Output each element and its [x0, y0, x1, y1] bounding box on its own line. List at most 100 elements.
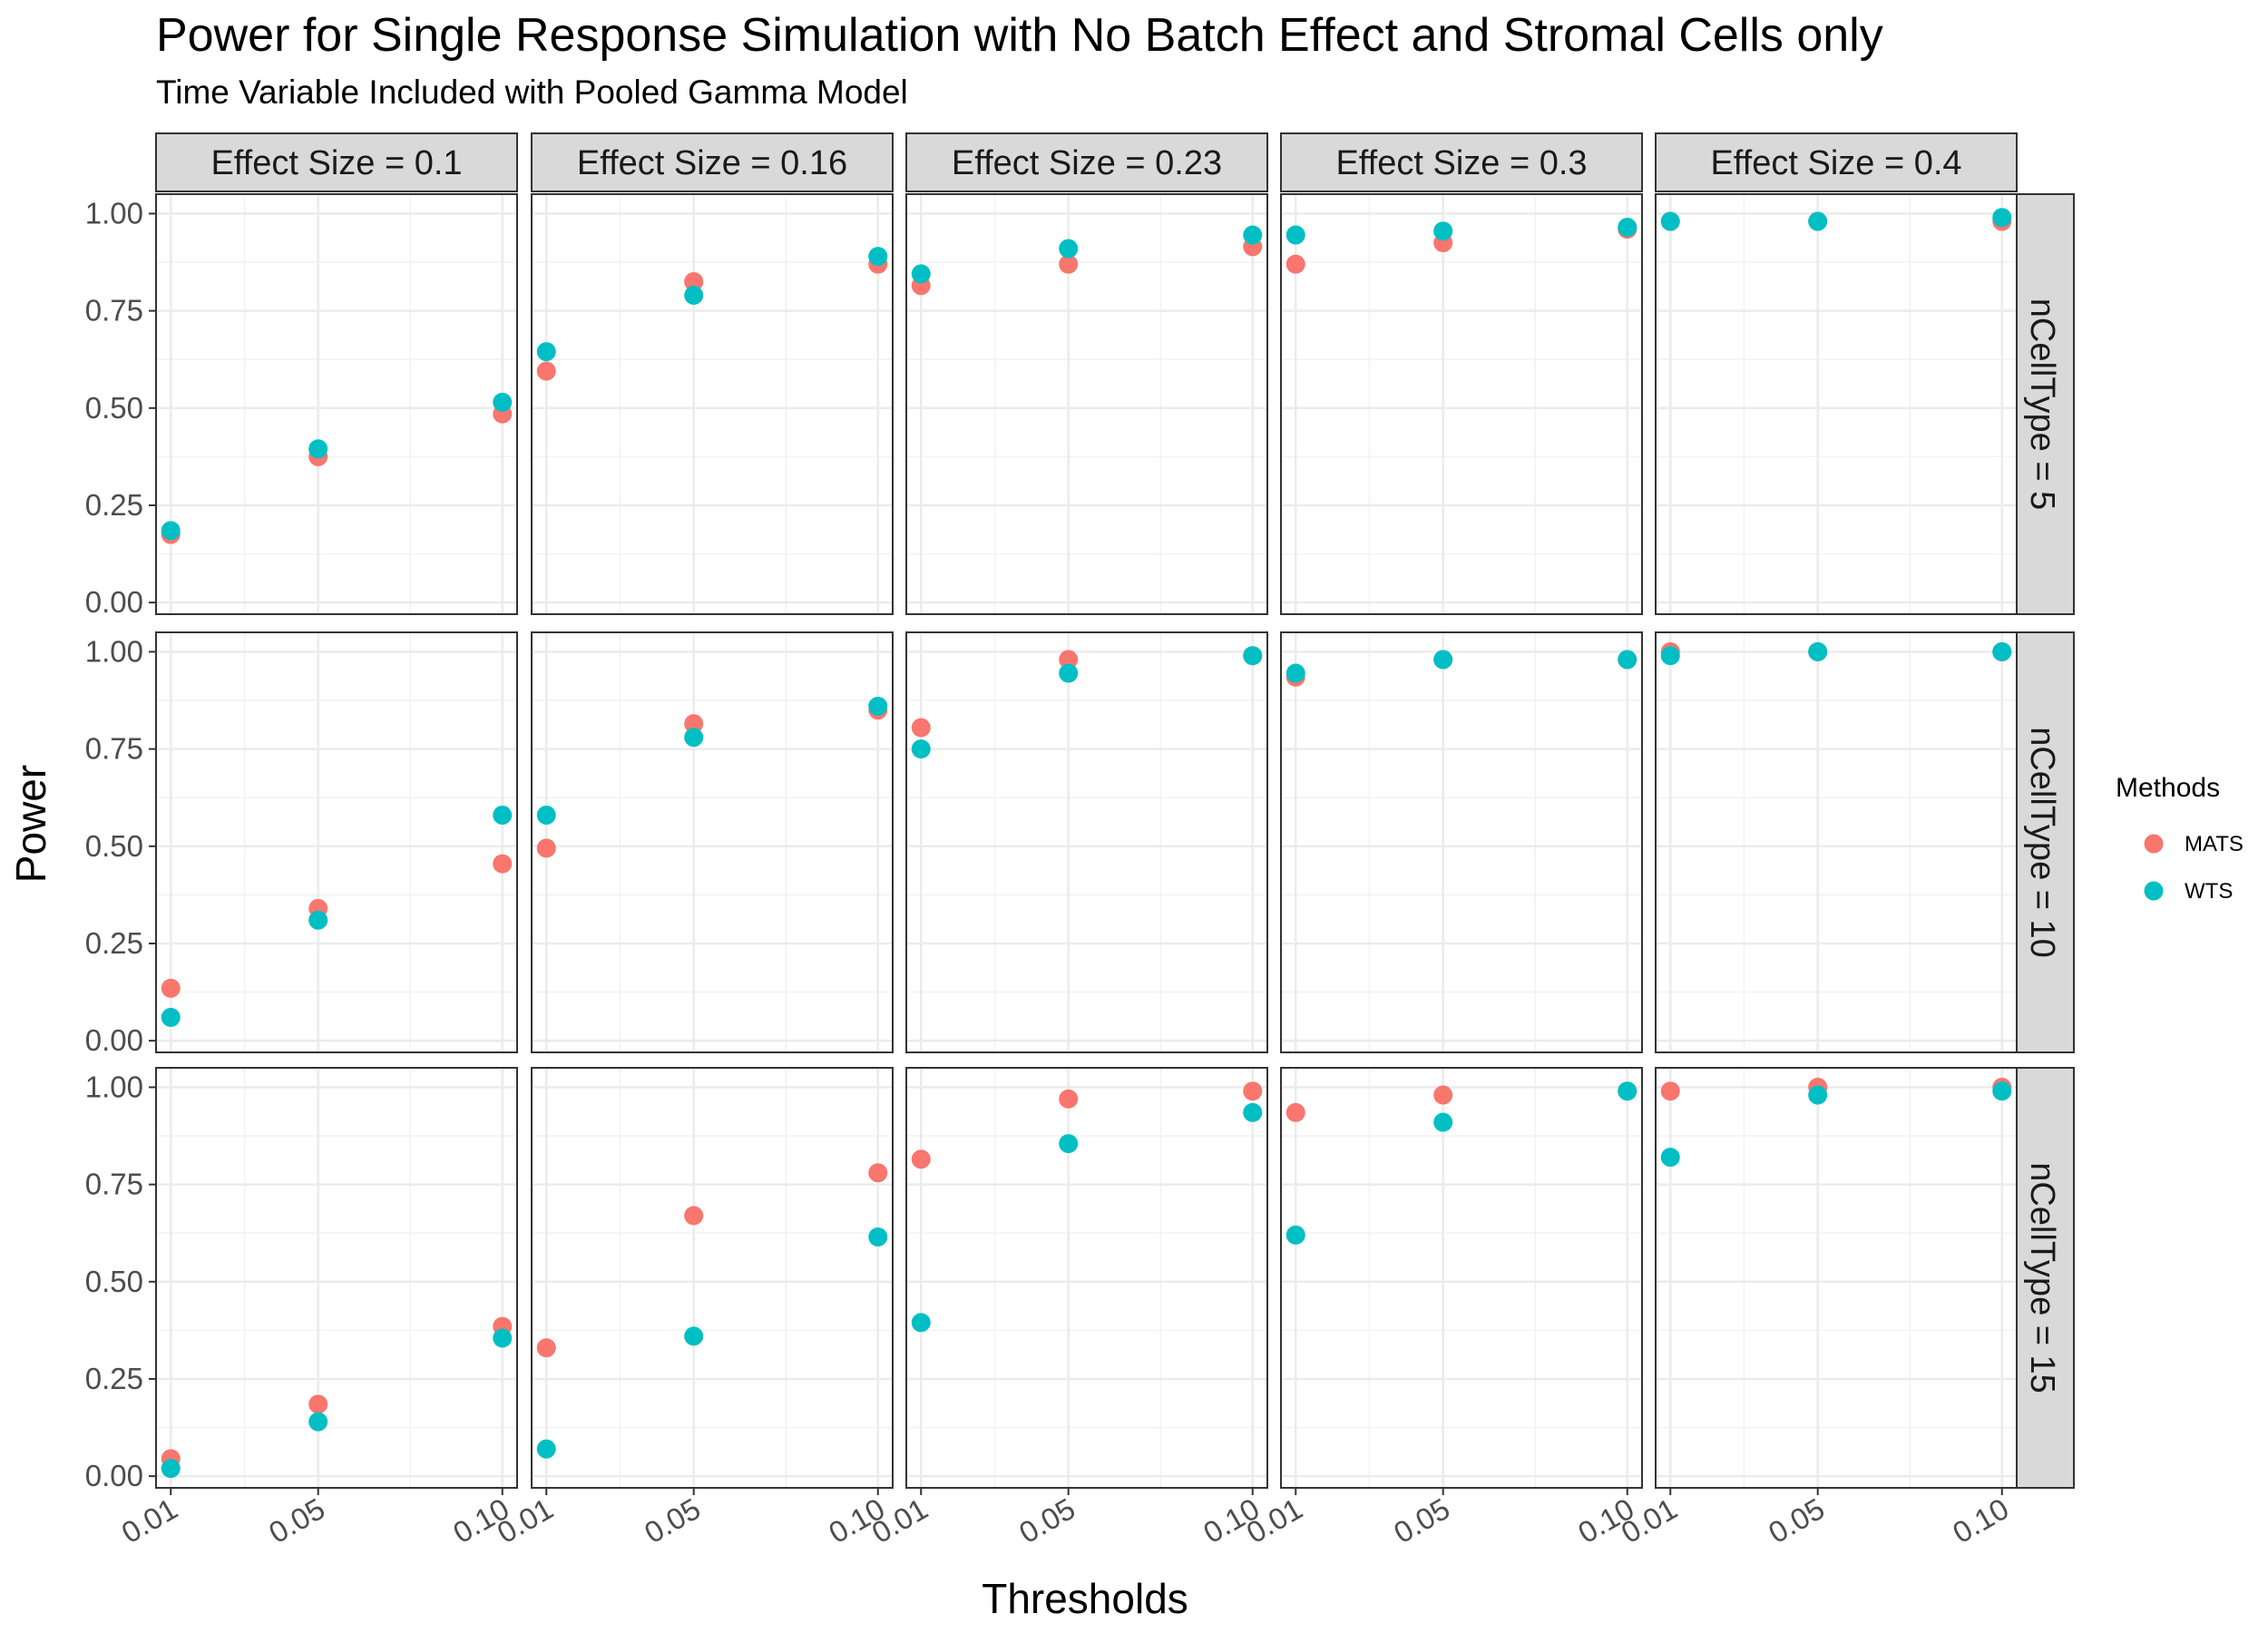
data-point-wts	[308, 1412, 328, 1432]
data-point-wts	[1660, 1148, 1680, 1168]
data-point-wts	[684, 1326, 704, 1346]
column-strip	[155, 132, 518, 192]
data-point-wts	[1808, 211, 1828, 231]
legend-title: Methods	[2116, 773, 2220, 803]
data-point-wts	[1059, 663, 1079, 683]
data-point-wts	[1808, 641, 1828, 661]
data-point-wts	[161, 521, 181, 541]
x-tick-label: 0.01	[116, 1491, 183, 1550]
y-tick-label: 0.50	[85, 1265, 143, 1298]
facet-panel	[1280, 1067, 1643, 1489]
data-point-mats	[161, 978, 181, 998]
data-point-wts	[1992, 208, 2012, 228]
panel-border	[155, 1067, 518, 1489]
panel-background	[532, 194, 893, 614]
panel-border	[1655, 631, 2018, 1053]
data-point-wts	[1433, 221, 1453, 241]
data-point-wts	[1059, 1134, 1079, 1154]
panel-background	[906, 1068, 1267, 1488]
facet-panel	[1655, 1067, 2018, 1489]
y-tick-label: 0.75	[85, 294, 143, 328]
column-strip	[905, 132, 1268, 192]
y-tick-label: 1.00	[85, 634, 143, 668]
column-strip-label: Effect Size = 0.23	[952, 144, 1222, 182]
panel-background	[906, 632, 1267, 1052]
column-strip-label: Effect Size = 0.4	[1710, 144, 1961, 182]
facet-panel	[1280, 193, 1643, 615]
data-point-wts	[1243, 225, 1263, 245]
panel-border	[1280, 631, 1643, 1053]
data-point-mats	[1286, 1102, 1305, 1122]
data-point-mats	[493, 854, 513, 874]
x-axis-title: Thresholds	[982, 1575, 1188, 1622]
legend-label: MATS	[2185, 832, 2244, 856]
data-point-wts	[1243, 1102, 1263, 1122]
panel-border	[155, 631, 518, 1053]
panel-background	[156, 1068, 517, 1488]
data-point-wts	[868, 247, 888, 267]
y-tick-label: 0.00	[85, 585, 143, 619]
panel-border	[1280, 193, 1643, 615]
column-strip	[1280, 132, 1643, 192]
y-tick-label: 0.00	[85, 1023, 143, 1057]
data-point-wts	[1992, 641, 2012, 661]
y-tick-label: 0.75	[85, 732, 143, 766]
y-tick-label: 0.75	[85, 1168, 143, 1201]
facet-panel	[1655, 631, 2018, 1053]
column-strip-label: Effect Size = 0.16	[577, 144, 847, 182]
legend-label: WTS	[2185, 879, 2233, 904]
legend-items: MATS WTS	[2144, 832, 2244, 904]
panel-border	[531, 631, 894, 1053]
y-tick-label: 0.50	[85, 391, 143, 425]
facet-panel	[1655, 193, 2018, 615]
data-point-mats	[1660, 1081, 1680, 1101]
panel-background	[156, 194, 517, 614]
data-point-wts	[1618, 217, 1637, 237]
panel-border	[531, 193, 894, 615]
data-point-mats	[1433, 1085, 1453, 1105]
column-strip	[531, 132, 894, 192]
legend-swatch-mats	[2144, 834, 2164, 854]
data-point-mats	[1059, 650, 1079, 670]
panel-background	[156, 632, 517, 1052]
data-point-wts	[493, 805, 513, 825]
panel-background	[532, 1068, 893, 1488]
facet-panel	[531, 1067, 894, 1489]
panel-border	[905, 631, 1268, 1053]
data-point-wts	[684, 728, 704, 748]
data-point-mats	[684, 271, 704, 291]
data-point-mats	[1059, 1089, 1079, 1109]
facet-panel	[155, 631, 518, 1053]
column-strip-label: Effect Size = 0.3	[1335, 144, 1587, 182]
data-point-wts	[868, 1227, 888, 1247]
data-point-wts	[1286, 225, 1305, 245]
data-point-mats	[1059, 254, 1079, 274]
x-tick-label: 0.05	[1388, 1491, 1455, 1550]
panel-background	[532, 632, 893, 1052]
legend-swatch-wts	[2144, 881, 2164, 901]
panel-border	[905, 1067, 1268, 1489]
data-point-wts	[1433, 650, 1453, 670]
data-point-mats	[536, 361, 556, 381]
facet-panel	[531, 193, 894, 615]
y-tick-label: 1.00	[85, 1070, 143, 1103]
row-strip-label: nCellType = 15	[2023, 1162, 2061, 1393]
data-point-wts	[161, 1459, 181, 1479]
facet-panel	[155, 193, 518, 615]
data-point-wts	[911, 264, 931, 284]
facet-panel	[1280, 631, 1643, 1053]
data-point-wts	[1286, 663, 1305, 683]
legend: Methods MATS WTS	[2116, 773, 2244, 904]
data-point-mats	[1243, 1081, 1263, 1101]
panel-background	[906, 194, 1267, 614]
panel-background	[1656, 194, 2017, 614]
chart-subtitle: Time Variable Included with Pooled Gamma…	[156, 73, 908, 111]
facet-panel	[905, 631, 1268, 1053]
panel-border	[1655, 1067, 2018, 1489]
chart-title: Power for Single Response Simulation wit…	[156, 9, 1883, 62]
column-strip	[1655, 132, 2018, 192]
panel-border	[1655, 193, 2018, 615]
data-point-wts	[308, 439, 328, 459]
data-point-mats	[1286, 254, 1305, 274]
